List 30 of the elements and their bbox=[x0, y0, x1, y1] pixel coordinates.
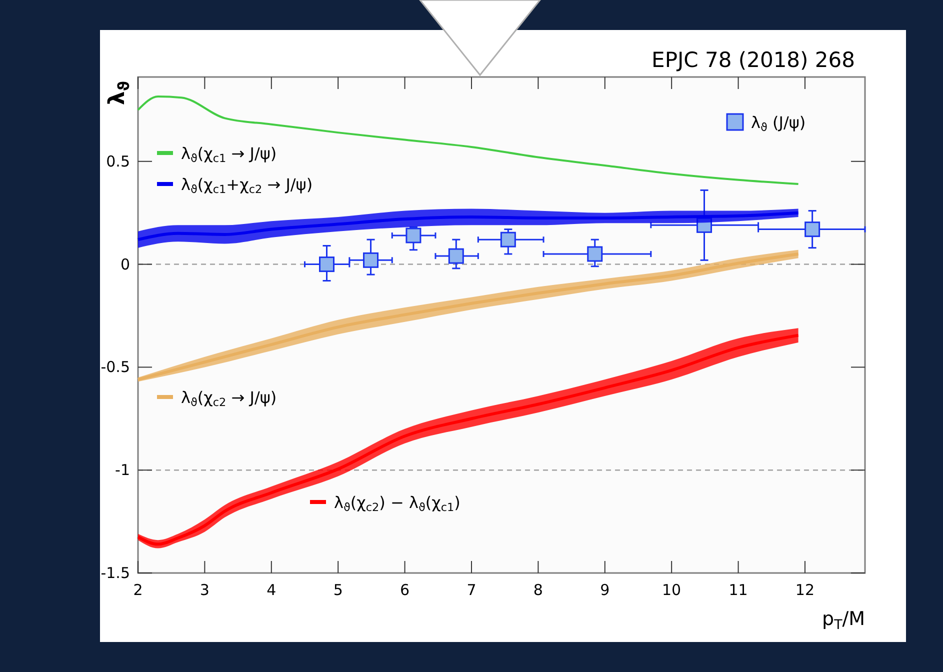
x-tick-label: 2 bbox=[133, 581, 143, 599]
point bbox=[319, 256, 335, 272]
legend-label: λ$_{ϑ}$(χ$_{c2}$ → J/ψ) bbox=[181, 388, 277, 410]
y-tick-label: 0 bbox=[120, 255, 130, 274]
y-tick-label: -1.5 bbox=[100, 564, 130, 582]
point bbox=[363, 252, 379, 268]
x-tick-label: 4 bbox=[266, 581, 276, 599]
x-tick-label: 5 bbox=[333, 581, 343, 599]
x-tick-label: 3 bbox=[200, 581, 210, 599]
x-tick-label: 10 bbox=[662, 581, 682, 599]
legend-label: λ$_{ϑ}$(χ$_{c1}$ → J/ψ) bbox=[181, 144, 277, 166]
legend-label: λ$_{ϑ}$ (J/ψ) bbox=[751, 113, 806, 134]
point bbox=[804, 222, 820, 238]
point bbox=[587, 246, 603, 262]
point bbox=[406, 228, 422, 244]
x-axis-title: p$_{T}$/M bbox=[822, 608, 865, 633]
x-tick-label: 7 bbox=[466, 581, 476, 599]
legend-label: λ$_{ϑ}$(χ$_{c1}$+χ$_{c2}$ → J/ψ) bbox=[181, 175, 313, 196]
x-tick-label: 6 bbox=[400, 581, 410, 599]
x-tick-label: 9 bbox=[600, 581, 610, 599]
x-tick-label: 11 bbox=[728, 581, 748, 599]
y-tick-label: -0.5 bbox=[100, 358, 130, 376]
text: EPJC 78 (2018) 268 bbox=[652, 48, 855, 72]
text: λ$_{ϑ}$(χ$_{c2}$) − λ$_{ϑ}$(χ$_{c1}$) bbox=[334, 493, 460, 514]
y-tick-label: -1 bbox=[115, 461, 130, 480]
x-tick-label: 8 bbox=[533, 581, 543, 599]
point bbox=[448, 248, 464, 264]
y-tick-label: 0.5 bbox=[106, 152, 130, 170]
x-tick-label: 12 bbox=[795, 581, 815, 599]
point bbox=[500, 232, 516, 248]
